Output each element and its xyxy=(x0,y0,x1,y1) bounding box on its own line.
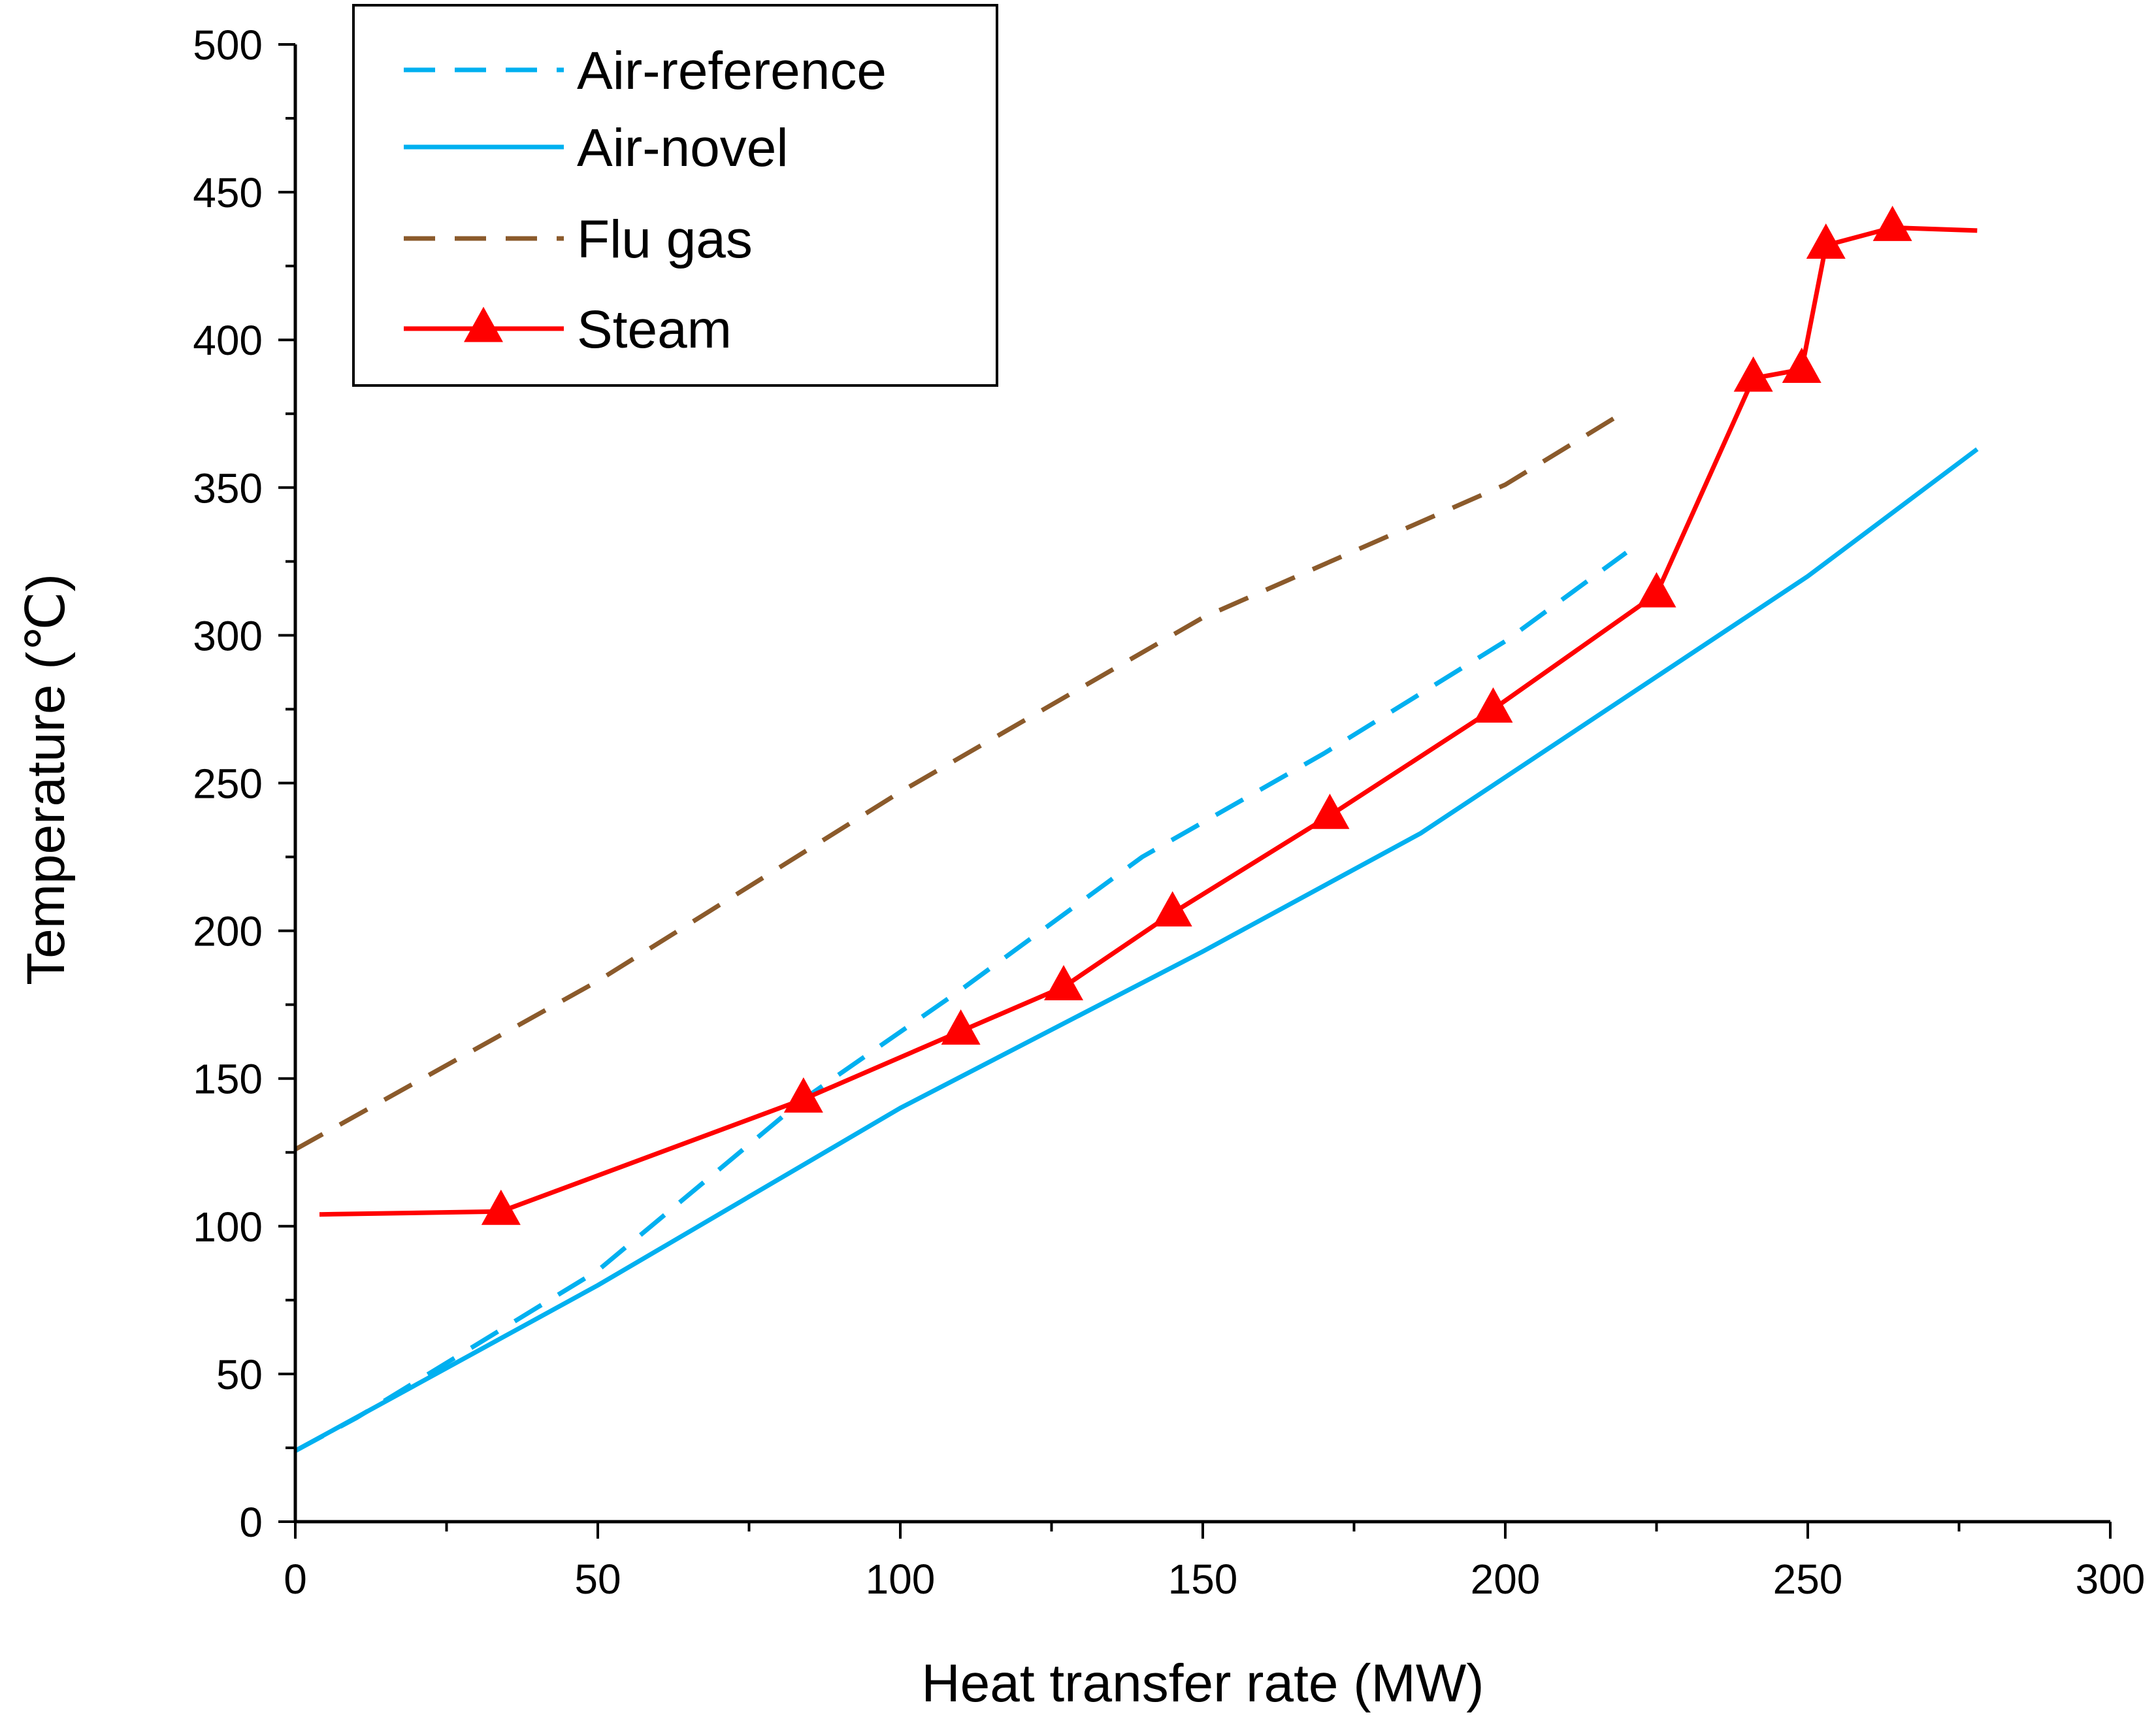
series-marker-steam xyxy=(1473,687,1513,723)
series-line-air-reference xyxy=(294,550,1628,1453)
series-marker-steam xyxy=(1310,793,1350,829)
series-marker-steam xyxy=(1782,347,1821,383)
y-tick-label: 500 xyxy=(193,22,263,69)
legend-label-flu-gas: Flu gas xyxy=(577,210,753,269)
x-axis-title: Heat transfer rate (MW) xyxy=(921,1654,1484,1713)
series-marker-steam xyxy=(1872,205,1912,241)
y-tick-label: 200 xyxy=(193,908,263,955)
series-marker-steam xyxy=(481,1189,521,1225)
axes-layer: 0 50 100 150 200 250 300 0 50 100 150 200 250 300 350 4… xyxy=(193,22,2145,1603)
y-tick-label: 450 xyxy=(193,169,263,216)
x-tick-label: 100 xyxy=(866,1556,936,1603)
legend-marker-steam xyxy=(464,306,503,342)
y-tick-label: 100 xyxy=(193,1203,263,1251)
y-tick-label: 300 xyxy=(193,612,263,659)
y-tick-label: 0 xyxy=(239,1499,263,1546)
x-tick-label: 150 xyxy=(1168,1556,1238,1603)
series-layer xyxy=(294,205,1979,1453)
x-tick-label: 200 xyxy=(1471,1556,1541,1603)
y-tick-label: 400 xyxy=(193,317,263,364)
series-marker-steam xyxy=(783,1077,823,1113)
y-tick-label: 150 xyxy=(193,1056,263,1103)
y-tick-label: 250 xyxy=(193,761,263,808)
series-marker-steam xyxy=(1806,223,1846,259)
x-tick-label: 50 xyxy=(574,1556,621,1603)
y-axis-title: Temperature (℃) xyxy=(16,574,76,985)
y-tick-label: 50 xyxy=(216,1351,263,1398)
x-tick-label: 0 xyxy=(284,1556,307,1603)
series-line-air-novel xyxy=(294,447,1979,1453)
series-marker-steam xyxy=(1152,891,1192,926)
series-line-flu-gas xyxy=(294,408,1628,1152)
legend: Air-reference Air-novel Flu gas Steam xyxy=(352,4,998,387)
series-marker-steam xyxy=(941,1009,981,1045)
x-tick-label: 300 xyxy=(2076,1556,2146,1603)
series-marker-steam xyxy=(1637,572,1676,608)
legend-label-steam: Steam xyxy=(577,300,732,359)
y-tick-label: 350 xyxy=(193,465,263,512)
series-marker-steam xyxy=(1733,356,1773,392)
x-tick-label: 250 xyxy=(1773,1556,1843,1603)
series-line-steam xyxy=(319,225,1978,1217)
legend-label-air-reference: Air-reference xyxy=(577,41,887,101)
legend-label-air-novel: Air-novel xyxy=(577,118,789,178)
series-marker-steam xyxy=(1044,965,1084,1001)
